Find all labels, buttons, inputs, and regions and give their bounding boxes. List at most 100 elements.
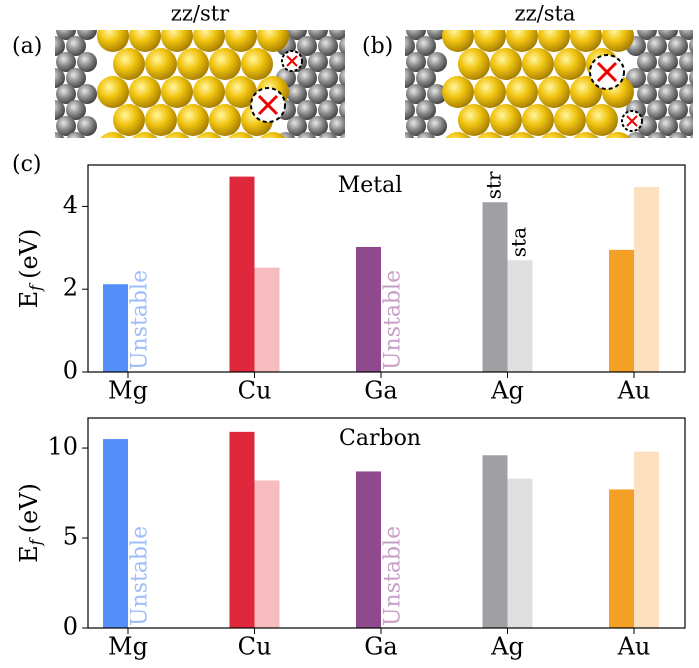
atom — [626, 132, 646, 138]
atom — [308, 116, 328, 136]
y-tick-label: 0 — [63, 357, 78, 385]
atom — [570, 76, 602, 108]
atom — [647, 36, 667, 56]
y-tick-label: 10 — [47, 433, 78, 461]
bar — [507, 478, 533, 628]
panel-title: zz/sta — [515, 2, 576, 26]
atom — [257, 30, 289, 52]
bar — [254, 480, 280, 628]
atom — [416, 100, 436, 120]
bar — [634, 451, 659, 628]
atom — [145, 48, 177, 80]
atom — [318, 68, 338, 88]
panel-label: (a) — [12, 34, 42, 59]
atom — [318, 100, 338, 120]
bar — [507, 260, 533, 372]
atom — [35, 84, 55, 104]
atom — [371, 84, 391, 104]
atom — [506, 76, 538, 108]
atom — [177, 48, 209, 80]
panel-label: (b) — [362, 34, 393, 59]
atom — [297, 132, 317, 138]
value-label: Unstable — [381, 270, 406, 370]
atom — [658, 116, 678, 136]
atom — [77, 52, 97, 72]
atom — [541, 132, 567, 138]
atom — [658, 52, 678, 72]
atom — [416, 132, 436, 138]
y-axis-label-part: (eV) — [15, 229, 43, 279]
atom — [193, 76, 225, 108]
atom — [100, 132, 126, 138]
y-axis-label-part: E — [15, 545, 43, 563]
atom — [318, 132, 338, 138]
atom — [308, 84, 328, 104]
bar — [103, 284, 128, 372]
x-tick-label: Au — [617, 377, 651, 405]
bar — [356, 471, 381, 628]
atom — [339, 132, 345, 138]
atom — [129, 76, 161, 108]
atom — [287, 116, 307, 136]
atom — [145, 104, 177, 136]
atom — [509, 132, 535, 138]
atom — [405, 36, 415, 56]
atom — [689, 70, 693, 86]
atom — [56, 52, 76, 72]
axes-frame — [87, 164, 686, 373]
atom — [318, 36, 338, 56]
atom — [66, 68, 86, 88]
atom — [339, 36, 345, 56]
atom — [55, 68, 65, 88]
atom — [474, 30, 506, 52]
atom — [66, 36, 86, 56]
x-tick-label: Ga — [364, 633, 397, 661]
atom — [177, 104, 209, 136]
series-label: str — [482, 171, 506, 199]
y-axis-label-part: E — [15, 291, 43, 309]
atom — [56, 116, 76, 136]
atom — [637, 84, 657, 104]
atom — [209, 48, 241, 80]
atom — [97, 30, 129, 52]
atom — [406, 84, 426, 104]
atom — [554, 104, 586, 136]
annotation: Metal — [338, 173, 403, 198]
y-tick-label: 2 — [63, 274, 78, 302]
atom — [668, 36, 688, 56]
bar — [609, 489, 634, 628]
value-label: Unstable — [128, 270, 153, 370]
atom — [113, 48, 145, 80]
atom — [161, 76, 193, 108]
atom — [360, 68, 380, 88]
bar — [229, 431, 255, 628]
atom — [406, 116, 426, 136]
atom — [228, 132, 254, 138]
y-axis-label-part: f — [26, 536, 45, 546]
y-tick-label: 0 — [63, 613, 78, 641]
atom — [445, 132, 471, 138]
atom — [161, 30, 193, 52]
panel-title: zz/str — [171, 2, 230, 26]
atom — [113, 104, 145, 136]
atom — [56, 84, 76, 104]
atom — [339, 68, 345, 88]
x-tick-label: Mg — [108, 633, 148, 661]
atom — [647, 100, 667, 120]
atom — [193, 30, 225, 52]
atom — [427, 116, 447, 136]
atom — [77, 116, 97, 136]
atom — [416, 36, 436, 56]
atom — [689, 134, 693, 138]
atom-image — [405, 30, 693, 138]
atom — [427, 52, 447, 72]
y-axis-label-part: (eV) — [15, 483, 43, 533]
atom — [381, 132, 401, 152]
atom — [668, 100, 688, 120]
atom — [647, 68, 667, 88]
y-axis-label: Ef (eV) — [15, 229, 45, 309]
atom — [538, 76, 570, 108]
atom — [490, 104, 522, 136]
atom — [668, 68, 688, 88]
